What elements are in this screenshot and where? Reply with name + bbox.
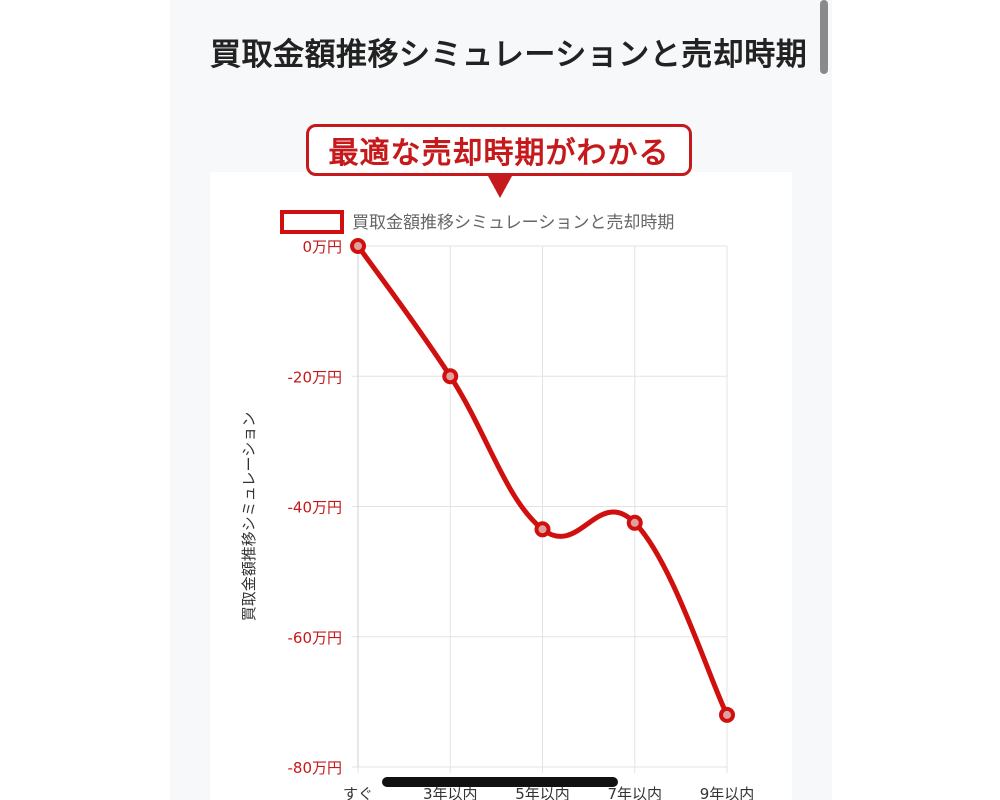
- chart-card: 0万円 -20万円 -40万円 -60万円 -80万円 すぐ 3年以内 5年以内 7年以内 9年以…: [210, 172, 792, 800]
- x-tick-label: 7年以内: [607, 785, 662, 800]
- y-tick-label: -20万円: [288, 368, 343, 386]
- legend-swatch: [280, 210, 344, 234]
- page-title: 買取金額推移シミュレーションと売却時期: [210, 37, 808, 73]
- data-point: [350, 238, 366, 254]
- x-tick-label: 5年以内: [515, 785, 570, 800]
- x-tick-label: すぐ: [343, 785, 373, 800]
- y-tick-label: -80万円: [288, 759, 343, 777]
- scrollbar-thumb[interactable]: [820, 0, 828, 74]
- data-point: [442, 368, 459, 385]
- callout-pointer: [488, 176, 512, 198]
- home-indicator[interactable]: [382, 777, 618, 787]
- x-tick-label: 3年以内: [423, 785, 478, 800]
- data-point: [534, 521, 551, 538]
- y-axis-title: 買取金額推移シミュレーション: [240, 412, 258, 621]
- data-point: [719, 706, 735, 723]
- y-tick-label: 0万円: [302, 238, 342, 256]
- callout-banner: 最適な売却時期がわかる: [306, 124, 692, 176]
- x-tick-label: 9年以内: [700, 785, 755, 800]
- y-tick-label: -60万円: [288, 629, 343, 647]
- y-tick-label: -40万円: [288, 499, 343, 517]
- legend-label: 買取金額推移シミュレーションと売却時期: [352, 213, 674, 233]
- data-point: [626, 514, 643, 531]
